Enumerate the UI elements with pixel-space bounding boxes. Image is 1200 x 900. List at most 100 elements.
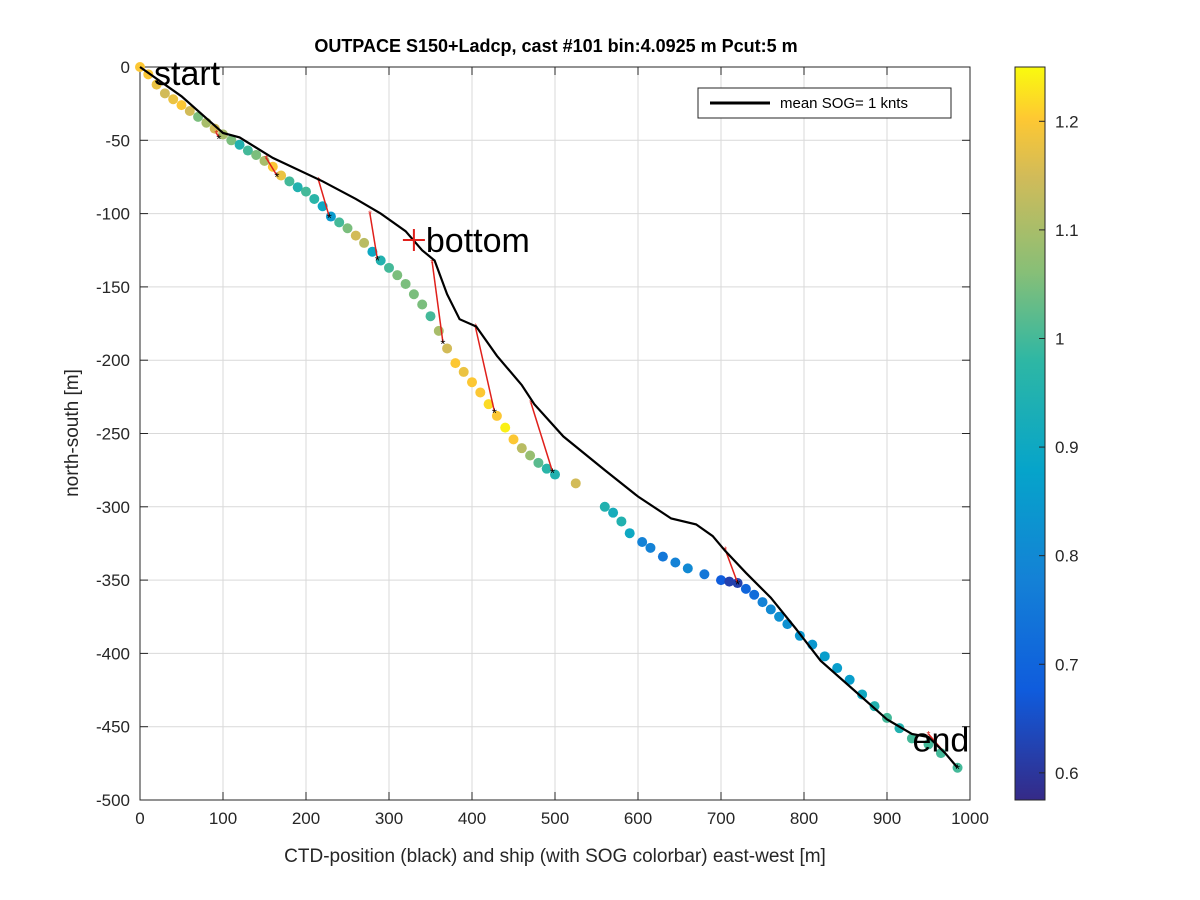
y-tick-label: -300 [96,498,130,517]
ship-point [483,399,494,410]
connector-start-marker: * [264,154,268,165]
grid [139,66,971,801]
ship-point [533,457,544,468]
connector-end-marker: * [216,131,221,146]
ship-point [392,270,403,281]
ship-point [342,223,353,234]
connector-line [530,402,554,472]
ship-point [491,410,502,421]
ship-point [774,611,785,622]
ship-point [670,557,681,568]
connector-start-marker: * [368,210,372,221]
ship-point [682,563,693,574]
ship-point [301,186,311,197]
connector-line [369,213,379,260]
y-tick-label: -150 [96,278,130,297]
ship-point [467,377,477,388]
ship-point [608,507,619,518]
ship-point [624,528,635,539]
ship-point [869,701,880,712]
ship-point [309,193,320,204]
ship-point [334,217,345,228]
ship-point [637,536,648,547]
connector-end-marker: * [375,253,380,268]
x-tick-label: 800 [790,809,818,828]
ship-point [832,663,843,674]
connector-line [431,261,444,343]
ship-point [844,674,855,685]
ship-point [525,450,536,461]
annotations: start bottom end [154,55,969,760]
colorbar-gradient [1014,66,1046,801]
ship-point [367,246,378,257]
colorbar-tick-label: 1 [1055,329,1064,348]
x-tick-label: 400 [458,809,486,828]
ship-point [242,145,253,156]
x-tick-label: 700 [707,809,735,828]
x-tick-label: 900 [873,809,901,828]
annotation-start: start [154,55,221,93]
connector-start-marker: * [529,399,533,410]
connector-end-marker: * [955,762,960,777]
annotation-end: end [913,722,970,760]
y-axis-label: north-south [m] [62,369,83,497]
legend-entry: mean SOG= 1 knts [780,95,908,112]
connector-line [724,549,739,584]
ship-point [375,255,386,266]
ship-point [151,79,162,90]
colorbar-tick-label: 1.2 [1055,112,1079,131]
connector-end-marker: * [550,466,555,481]
ship-point [765,604,776,615]
ship-scatter-series [135,62,963,773]
x-tick-label: 300 [375,809,403,828]
ctd-track-line [139,66,959,769]
ship-point [408,289,419,300]
ship-point [757,597,768,608]
y-tick-label: -200 [96,351,130,370]
legend: mean SOG= 1 knts [697,87,952,119]
chart-title: OUTPACE S150+Ladcp, cast #101 bin:4.0925… [314,36,797,56]
ship-point [176,100,187,111]
y-tick-label: -100 [96,205,130,224]
y-tick-label: -500 [96,791,130,810]
ship-point [442,343,453,354]
x-tick-label: 200 [292,809,320,828]
ship-point [819,651,830,662]
y-tick-label: 0 [121,58,130,77]
ship-point [500,422,511,433]
ship-point [384,262,394,273]
ship-point [417,299,428,310]
ship-point [616,516,627,527]
ship-point [251,149,262,160]
ship-point [209,123,220,134]
y-tick-label: -350 [96,571,130,590]
connector-line [265,157,278,176]
x-tick-label: 1000 [951,809,989,828]
connector-start-marker: * [430,258,434,269]
ship-point [857,689,868,700]
ship-point [699,569,710,580]
ship-point [645,542,656,553]
colorbar-tick-label: 1.1 [1055,221,1079,240]
y-tick-label: -250 [96,425,130,444]
ship-point [284,176,295,187]
ship-point [350,230,361,241]
x-tick-label: 0 [135,809,144,828]
connector-line [317,179,330,217]
ship-point [599,501,610,512]
x-tick-label: 500 [541,809,569,828]
ship-point [516,443,527,454]
connector-start-marker: * [927,730,931,741]
ship-point [740,583,751,594]
connector-line [215,132,220,138]
connector-start-marker: * [473,322,477,333]
x-axis-ticks: 0 100 200 300 400 500 600 700 800 900 1000 [135,67,989,828]
connector-end-marker: * [735,577,740,592]
ship-point [570,478,581,489]
x-axis-label: CTD-position (black) and ship (with SOG … [284,846,826,867]
ship-point [923,739,934,750]
ship-point [657,551,668,562]
x-tick-label: 600 [624,809,652,828]
ship-point [749,589,760,600]
